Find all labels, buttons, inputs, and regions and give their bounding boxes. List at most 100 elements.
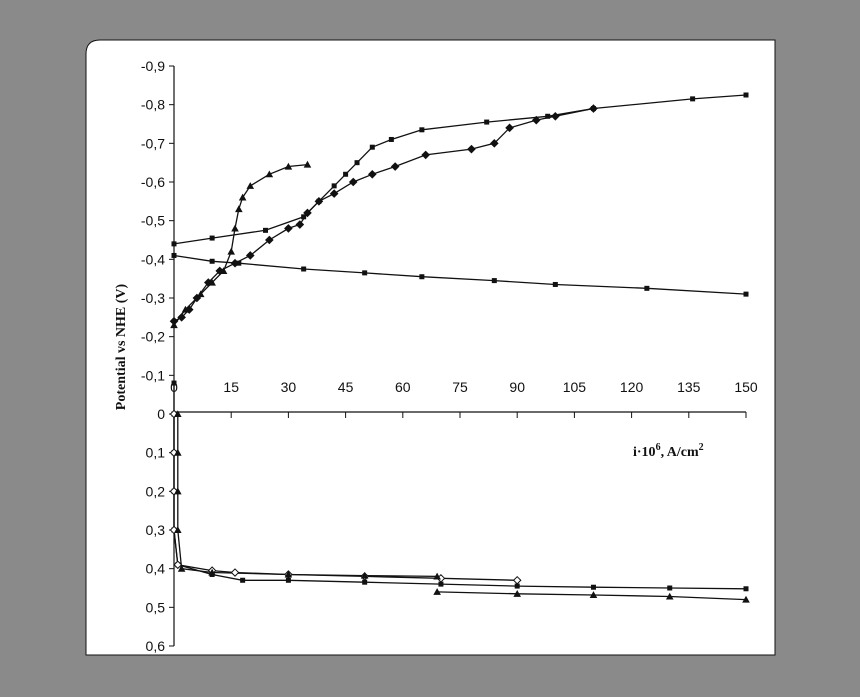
y-tick-label: 0,2 [146, 483, 166, 499]
series-line-1 [173, 94, 747, 245]
data-point [177, 564, 186, 572]
data-point [665, 592, 674, 600]
y-tick-label: -0,2 [141, 329, 165, 345]
data-point [173, 560, 183, 570]
data-point [589, 104, 598, 113]
data-point [196, 290, 205, 298]
data-point [246, 182, 255, 189]
data-point [590, 584, 596, 590]
data-point [369, 144, 375, 150]
data-point [467, 144, 476, 154]
data-point [171, 241, 177, 247]
y-tick-label: -0,4 [141, 251, 165, 267]
data-point [360, 571, 369, 579]
x-tick-label: 90 [509, 379, 525, 395]
data-point [209, 258, 215, 264]
data-point [348, 177, 358, 187]
y-tick-label: -0,3 [141, 290, 165, 306]
data-point [235, 205, 243, 213]
data-point [230, 258, 240, 268]
y-tick-label: -0,9 [141, 58, 165, 74]
series-line-2 [173, 254, 747, 295]
y-tick-label: 0,6 [146, 638, 166, 654]
y-tick-label: 0,4 [146, 561, 166, 577]
data-point [265, 170, 274, 178]
y-tick-label: 0,3 [146, 522, 166, 538]
series-line-3 [173, 107, 594, 322]
x-tick-label: 75 [452, 379, 468, 395]
data-point [388, 136, 394, 142]
data-point [743, 586, 749, 592]
x-axis-title-main: i·10 [633, 445, 656, 460]
data-point [177, 313, 186, 322]
y-tick-label: -0,1 [141, 367, 165, 383]
data-point [171, 252, 177, 258]
data-point [390, 162, 400, 171]
data-point [419, 127, 425, 133]
data-point [484, 119, 490, 125]
data-point [742, 595, 750, 603]
data-point [265, 235, 274, 245]
data-point [284, 162, 293, 170]
data-point [514, 583, 520, 589]
axes: -0,9 -0,8 -0,7 -0,6 -0,5 -0,4 -0,3 -0,2 -0,1 0 0,1… [141, 58, 758, 654]
y-axis-title: Potential vs NHE (V) [114, 283, 129, 410]
x-tick-label: 135 [677, 379, 701, 395]
data-point [552, 281, 558, 287]
data-point [545, 113, 551, 119]
y-tick-label: -0,5 [141, 213, 165, 229]
data-point [644, 285, 650, 291]
data-point [231, 224, 239, 232]
data-point [505, 123, 514, 133]
data-point [433, 572, 441, 580]
data-point [230, 568, 240, 577]
data-point [171, 380, 177, 386]
data-point [589, 591, 598, 598]
y-tick-label: -0,7 [141, 135, 165, 151]
x-tick-label: 150 [734, 379, 758, 395]
data-point [174, 487, 182, 495]
data-point [513, 590, 521, 597]
data-point [491, 278, 497, 284]
data-point [245, 251, 255, 260]
data-point [512, 575, 522, 585]
series-markers [169, 92, 750, 603]
data-point [219, 267, 228, 274]
data-point [263, 227, 269, 233]
data-point [301, 266, 307, 272]
x-tick-label: 15 [223, 379, 239, 395]
x-tick-label: 120 [620, 379, 644, 395]
data-point [331, 183, 337, 189]
data-point [419, 274, 425, 280]
data-point [238, 193, 247, 201]
data-point [354, 160, 360, 166]
data-point [174, 526, 182, 534]
data-point [181, 305, 190, 313]
data-point [367, 169, 377, 179]
y-tick-label: 0 [157, 406, 165, 422]
x-axis-title: i·106, A/cm2 [633, 442, 704, 460]
data-point [362, 579, 368, 585]
data-point [314, 197, 324, 206]
data-point [690, 96, 696, 102]
plot-area [85, 39, 776, 656]
x-tick-label: 60 [395, 379, 411, 395]
y-tick-label: -0,6 [141, 174, 165, 190]
y-tick-label: 0,5 [146, 599, 166, 615]
x-axis-title-exponent: 6 [656, 442, 661, 453]
data-point [303, 208, 312, 218]
x-tick-label: 105 [563, 379, 587, 395]
y-tick-label: -0,8 [141, 97, 165, 113]
data-point [421, 150, 430, 160]
data-point [227, 247, 235, 255]
data-point [329, 189, 339, 198]
y-tick-label: 0,1 [146, 445, 166, 461]
data-point [362, 270, 368, 276]
data-point [343, 171, 349, 177]
data-point [303, 160, 312, 168]
data-point [438, 581, 444, 587]
data-point [208, 568, 216, 576]
data-point [285, 577, 291, 583]
x-axis-title-unit: , A/cm [661, 445, 699, 460]
